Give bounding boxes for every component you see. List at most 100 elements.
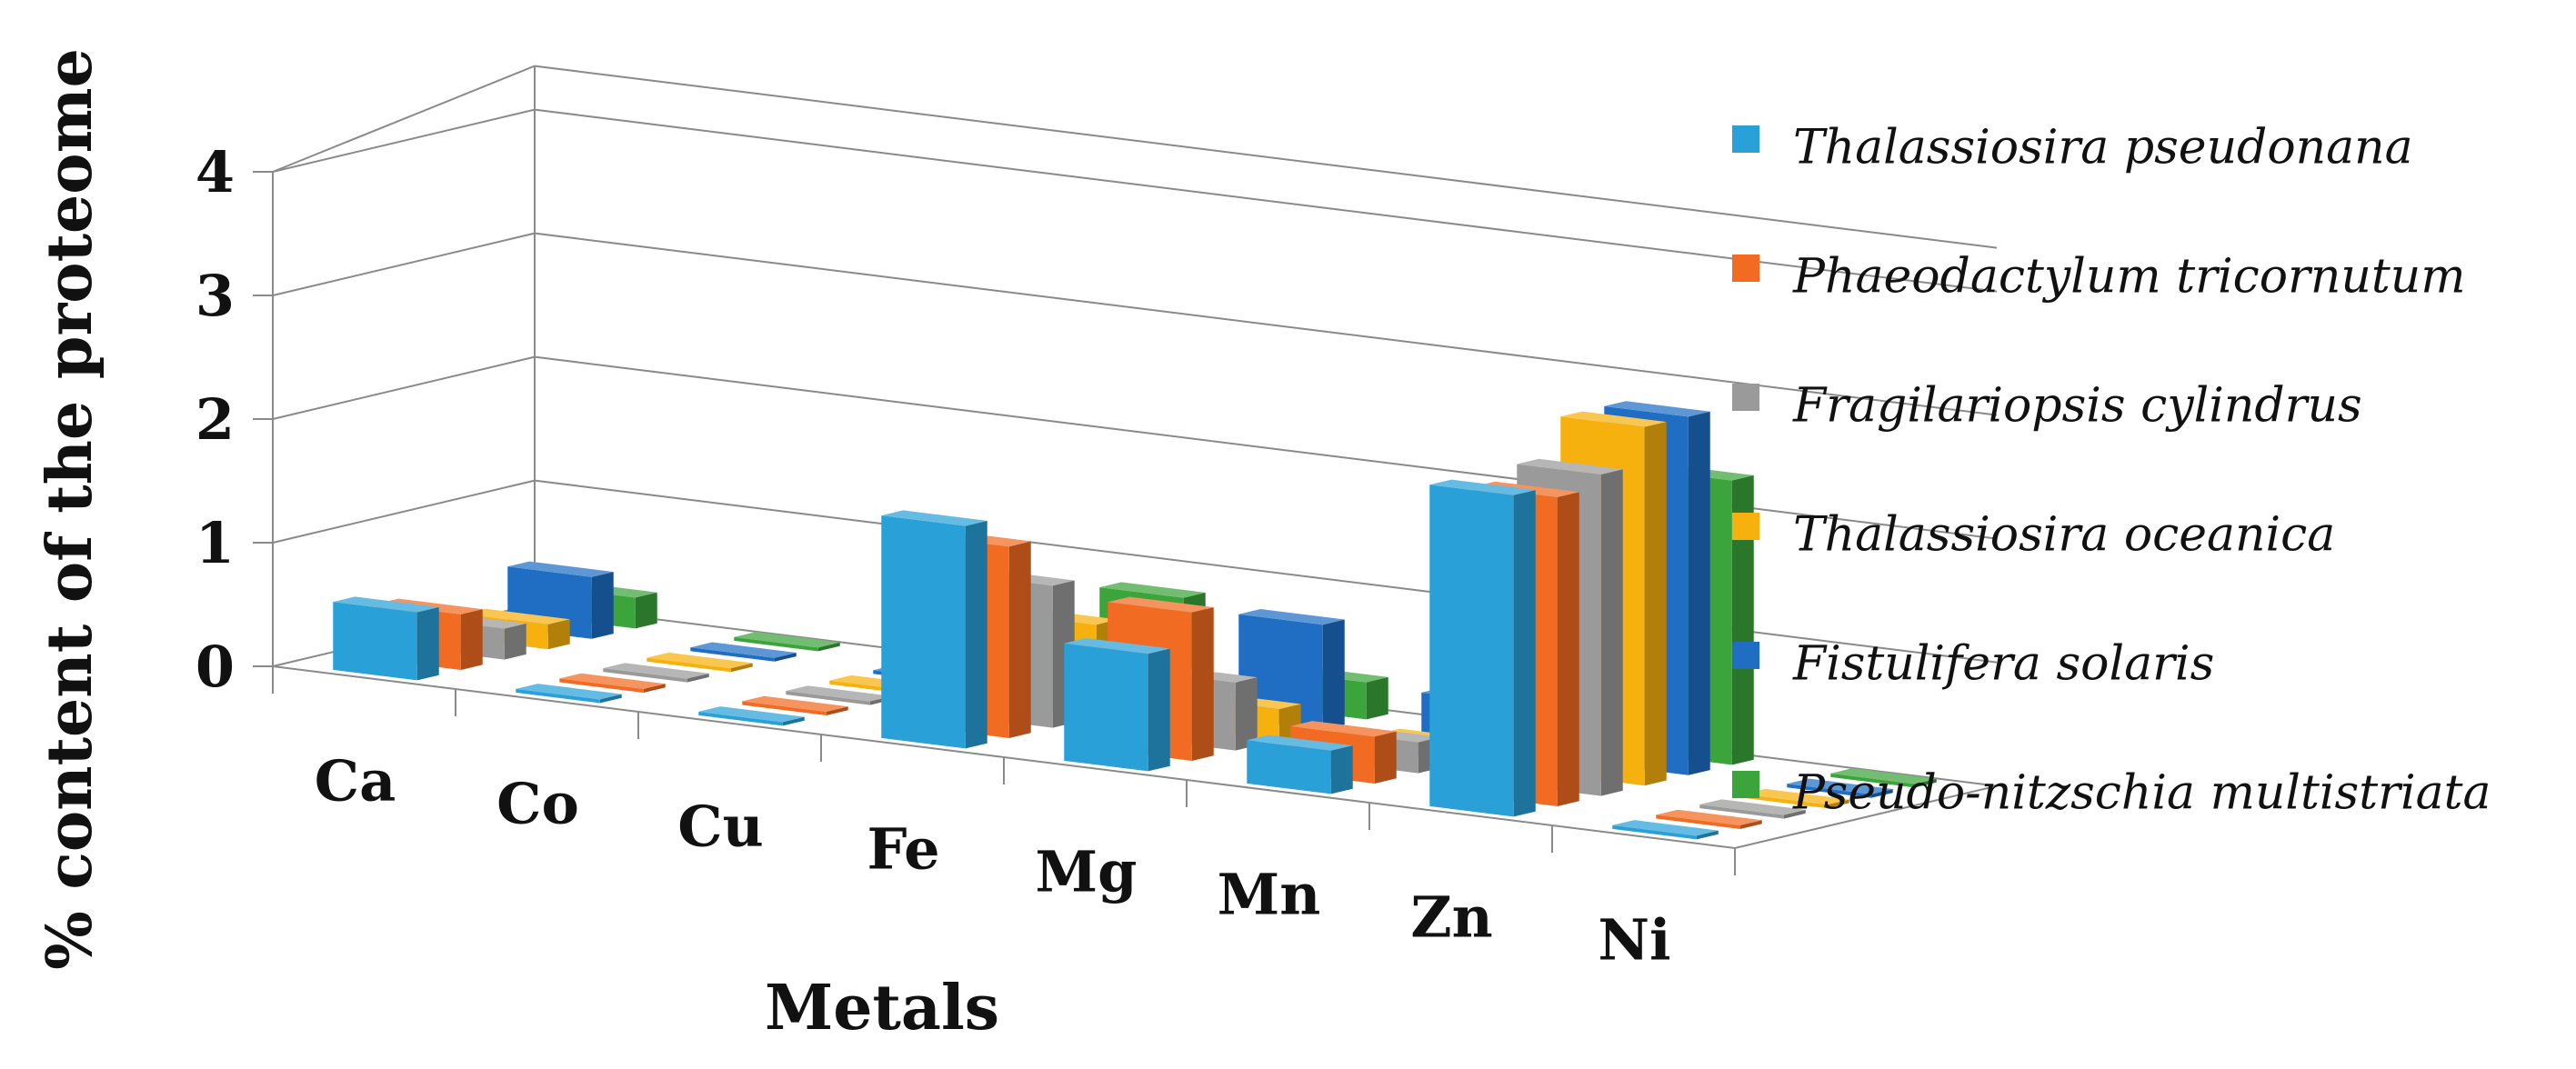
- bar-thalassiosira-pseudonana-ca: [333, 596, 439, 681]
- bar-phaeodactylum-tricornutum-cu: [742, 695, 848, 715]
- bar-pseudo-nitzschia-multistriata-ni: [1830, 768, 1937, 788]
- bar-fragilariopsis-cylindrus-ni: [1699, 799, 1806, 819]
- bar-phaeodactylum-tricornutum-co: [559, 673, 666, 693]
- legend-swatch: [1732, 384, 1759, 411]
- legend-swatch: [1732, 771, 1759, 798]
- bar-top-face: [1656, 809, 1762, 825]
- bar-top-face: [698, 706, 805, 723]
- legend-label: Pseudo-nitzschia multistriata: [1792, 766, 2491, 821]
- bar-top-face: [742, 695, 848, 712]
- bar-side-face: [1148, 648, 1170, 772]
- bar-thalassiosira-pseudonana-mn: [1247, 734, 1353, 794]
- bar-side-face: [1374, 731, 1397, 784]
- bar-top-face: [1517, 458, 1623, 475]
- y-axis-ticks: 0 1 2 3 4: [195, 139, 273, 700]
- x-axis-title: Metals: [765, 972, 999, 1044]
- left-wall-top-edge: [272, 65, 536, 173]
- bar-top-face: [690, 642, 797, 658]
- y-tick-label: 3: [195, 263, 235, 329]
- bar-side-face: [1600, 469, 1623, 796]
- legend-label: Thalassiosira oceanica: [1793, 508, 2335, 563]
- legend-label: Fragilariopsis cylindrus: [1792, 379, 2362, 434]
- bar-top-face: [1064, 638, 1170, 654]
- bar-front-face: [333, 602, 417, 681]
- bar-side-face: [1235, 677, 1258, 751]
- bar-side-face: [1366, 676, 1388, 720]
- bar-top-face: [516, 684, 622, 700]
- bar-side-face: [1731, 475, 1754, 765]
- bar-side-face: [1739, 820, 1762, 829]
- bar-top-face: [1743, 788, 1849, 805]
- bar-side-face: [782, 716, 805, 726]
- bar-thalassiosira-oceanica-co: [647, 652, 753, 673]
- category-label: Mn: [1218, 862, 1321, 928]
- bar-top-face: [1238, 609, 1345, 625]
- category-label: Cu: [677, 794, 763, 860]
- bar-thalassiosira-pseudonana-co: [516, 684, 622, 704]
- category-label: Ca: [315, 748, 396, 814]
- bar-top-face: [1429, 479, 1536, 495]
- bar-front-face: [734, 636, 818, 652]
- bar-side-face: [1696, 830, 1719, 840]
- bar-side-face: [817, 642, 840, 652]
- category-label: Co: [496, 771, 579, 837]
- bar-side-face: [826, 706, 848, 715]
- bar-fragilariopsis-cylindrus-co: [603, 663, 709, 683]
- bar-side-face: [687, 673, 709, 683]
- category-label: Fe: [867, 816, 939, 883]
- bar-side-face: [1783, 809, 1806, 819]
- bar-front-face: [1787, 784, 1871, 798]
- bar-top-face: [464, 608, 570, 624]
- gridline-back-wall: [534, 108, 1998, 293]
- chart-bars: [333, 401, 1937, 840]
- bar-top-face: [1787, 778, 1893, 794]
- bar-side-face: [1330, 745, 1353, 794]
- bar-top-face: [1699, 799, 1806, 815]
- bar-top-face: [1290, 721, 1397, 737]
- gridline-left-wall: [272, 479, 536, 544]
- bar-front-face: [1064, 643, 1148, 772]
- bar-front-face: [1247, 740, 1331, 794]
- bar-phaeodactylum-tricornutum-ni: [1656, 809, 1762, 829]
- bar-side-face: [1688, 411, 1710, 775]
- bar-thalassiosira-pseudonana-mg: [1064, 638, 1170, 772]
- bar-side-face: [1827, 799, 1849, 809]
- bar-top-face: [559, 673, 666, 689]
- bar-front-face: [786, 691, 870, 705]
- y-tick-label: 1: [195, 510, 235, 576]
- bar-pseudo-nitzschia-multistriata-co: [734, 632, 840, 652]
- bar-front-face: [698, 711, 783, 726]
- bar-thalassiosira-pseudonana-ni: [1612, 820, 1719, 840]
- bar-top-face: [333, 596, 439, 613]
- bar-top-face: [1830, 768, 1937, 784]
- bar-side-face: [1914, 778, 1937, 788]
- bar-front-face: [881, 515, 966, 749]
- bar-side-face: [599, 694, 622, 704]
- bar-side-face: [504, 623, 526, 660]
- bar-front-face: [1656, 814, 1740, 829]
- back-wall-top-edge: [534, 65, 1998, 249]
- legend-label: Phaeodactylum tricornutum: [1792, 250, 2466, 305]
- bar-top-face: [1099, 582, 1206, 598]
- bar-top-face: [734, 632, 840, 648]
- bar-side-face: [1191, 607, 1214, 761]
- legend-label: Fistulifera solaris: [1792, 637, 2214, 692]
- y-tick-label: 2: [195, 386, 235, 453]
- bar-front-face: [1429, 485, 1514, 817]
- category-label: Mg: [1036, 839, 1138, 905]
- bar-thalassiosira-pseudonana-zn: [1429, 479, 1536, 817]
- y-tick-label: 4: [195, 139, 235, 205]
- bar-fistulifera-solaris-co: [690, 642, 797, 662]
- bar-front-face: [559, 678, 644, 693]
- bar-side-face: [1322, 619, 1345, 730]
- bar-side-face: [730, 663, 753, 673]
- bar-side-face: [643, 684, 666, 693]
- bar-fistulifera-solaris-ni: [1787, 778, 1893, 798]
- bar-top-face: [1108, 596, 1214, 613]
- legend-swatch: [1732, 255, 1759, 282]
- bar-front-face: [690, 647, 775, 662]
- bar-side-face: [774, 653, 797, 662]
- bar-thalassiosira-oceanica-ni: [1743, 788, 1849, 809]
